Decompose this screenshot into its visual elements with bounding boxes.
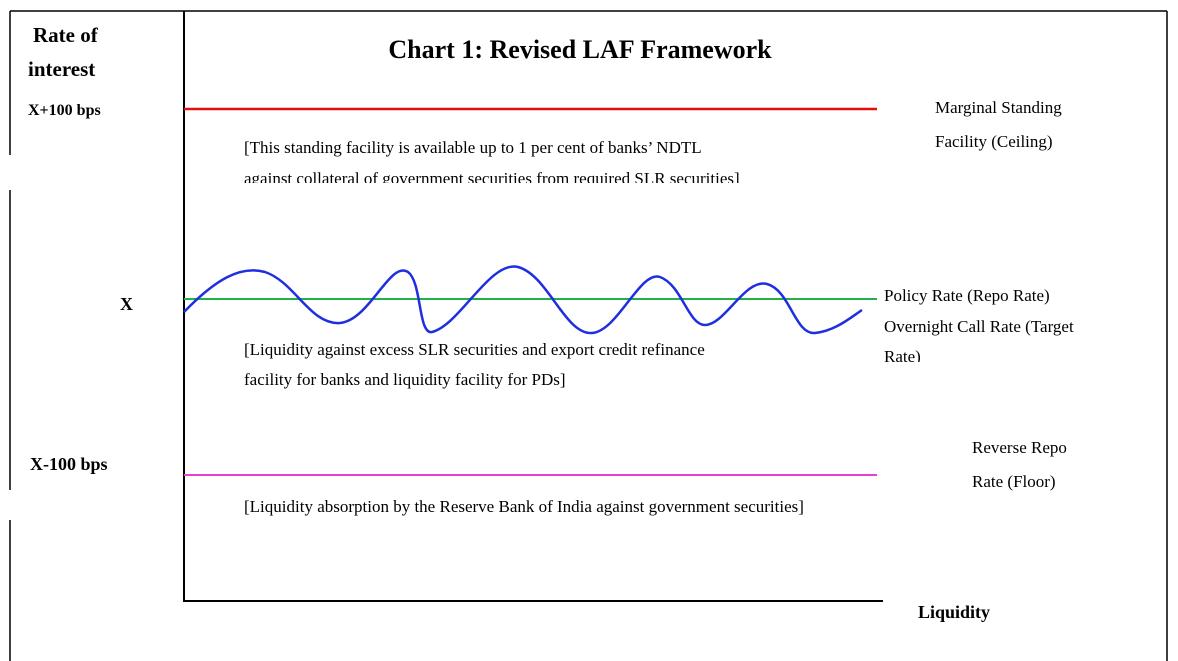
level-label: Overnight Call Rate (Target [884, 317, 1074, 336]
call-rate-wave [183, 265, 863, 335]
level-tick: X-100 bps [30, 454, 108, 474]
x-axis-label: Liquidity [918, 602, 990, 622]
level-tick: X+100 bps [28, 102, 101, 119]
y-axis-label: interest [28, 57, 95, 81]
level-label: Rate) [884, 347, 921, 366]
note: [Liquidity absorption by the Reserve Ban… [244, 497, 804, 516]
title: Chart 1: Revised LAF Framework [388, 35, 772, 64]
level-label: Rate (Floor) [972, 472, 1056, 491]
note: [This standing facility is available up … [244, 138, 702, 157]
level-label: Reverse Repo [972, 438, 1067, 457]
note: [Liquidity against excess SLR securities… [244, 340, 705, 359]
level-tick: X [120, 294, 133, 314]
y-axis-label: Rate of [33, 23, 99, 47]
note: facility for banks and liquidity facilit… [244, 370, 566, 389]
frame [9, 10, 1168, 661]
level-label: Facility (Ceiling) [935, 132, 1053, 151]
level-label: Policy Rate (Repo Rate) [884, 286, 1050, 305]
note: against collateral of government securit… [244, 169, 740, 188]
level-label: Marginal Standing [935, 98, 1062, 117]
